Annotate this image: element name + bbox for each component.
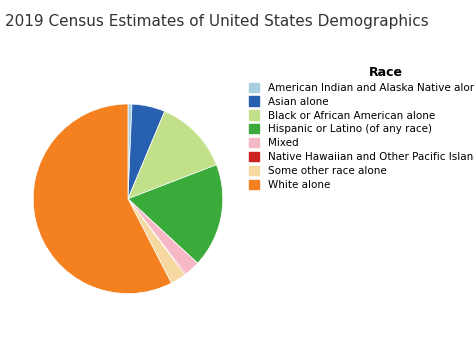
Wedge shape (128, 199, 198, 274)
Wedge shape (128, 104, 132, 199)
Wedge shape (128, 104, 164, 199)
Wedge shape (128, 165, 223, 263)
Wedge shape (128, 199, 185, 283)
Wedge shape (33, 104, 172, 294)
Wedge shape (128, 199, 186, 275)
Legend: American Indian and Alaska Native alone, Asian alone, Black or African American : American Indian and Alaska Native alone,… (249, 66, 474, 190)
Text: 2019 Census Estimates of United States Demographics: 2019 Census Estimates of United States D… (5, 14, 428, 29)
Wedge shape (128, 111, 217, 199)
